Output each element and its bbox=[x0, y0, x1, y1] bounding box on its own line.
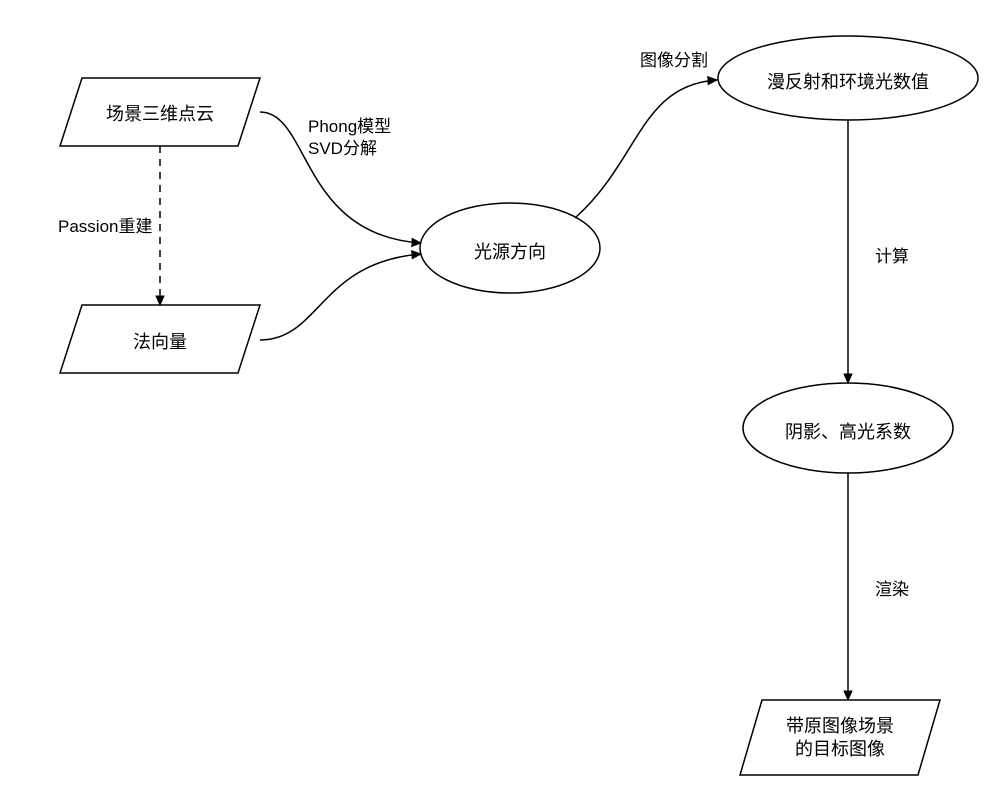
edge-label-segment: 图像分割 bbox=[640, 46, 708, 71]
label-diffuse-ambient: 漫反射和环境光数值 bbox=[718, 68, 978, 94]
edge-label-svd: SVD分解 bbox=[308, 134, 377, 159]
label-normal-vector: 法向量 bbox=[60, 328, 260, 354]
label-shadow-highlight: 阴影、高光系数 bbox=[743, 418, 953, 444]
edge-light-to-diffuse bbox=[575, 80, 717, 218]
label-point-cloud: 场景三维点云 bbox=[60, 100, 260, 126]
edge-label-passion: Passion重建 bbox=[58, 212, 152, 237]
label-light-direction: 光源方向 bbox=[420, 238, 600, 264]
label-output-image: 带原图像场景 的目标图像 bbox=[740, 715, 940, 762]
edge-label-render: 渲染 bbox=[875, 575, 909, 600]
edge-nv-to-light bbox=[260, 254, 421, 340]
edge-label-compute: 计算 bbox=[875, 242, 909, 267]
